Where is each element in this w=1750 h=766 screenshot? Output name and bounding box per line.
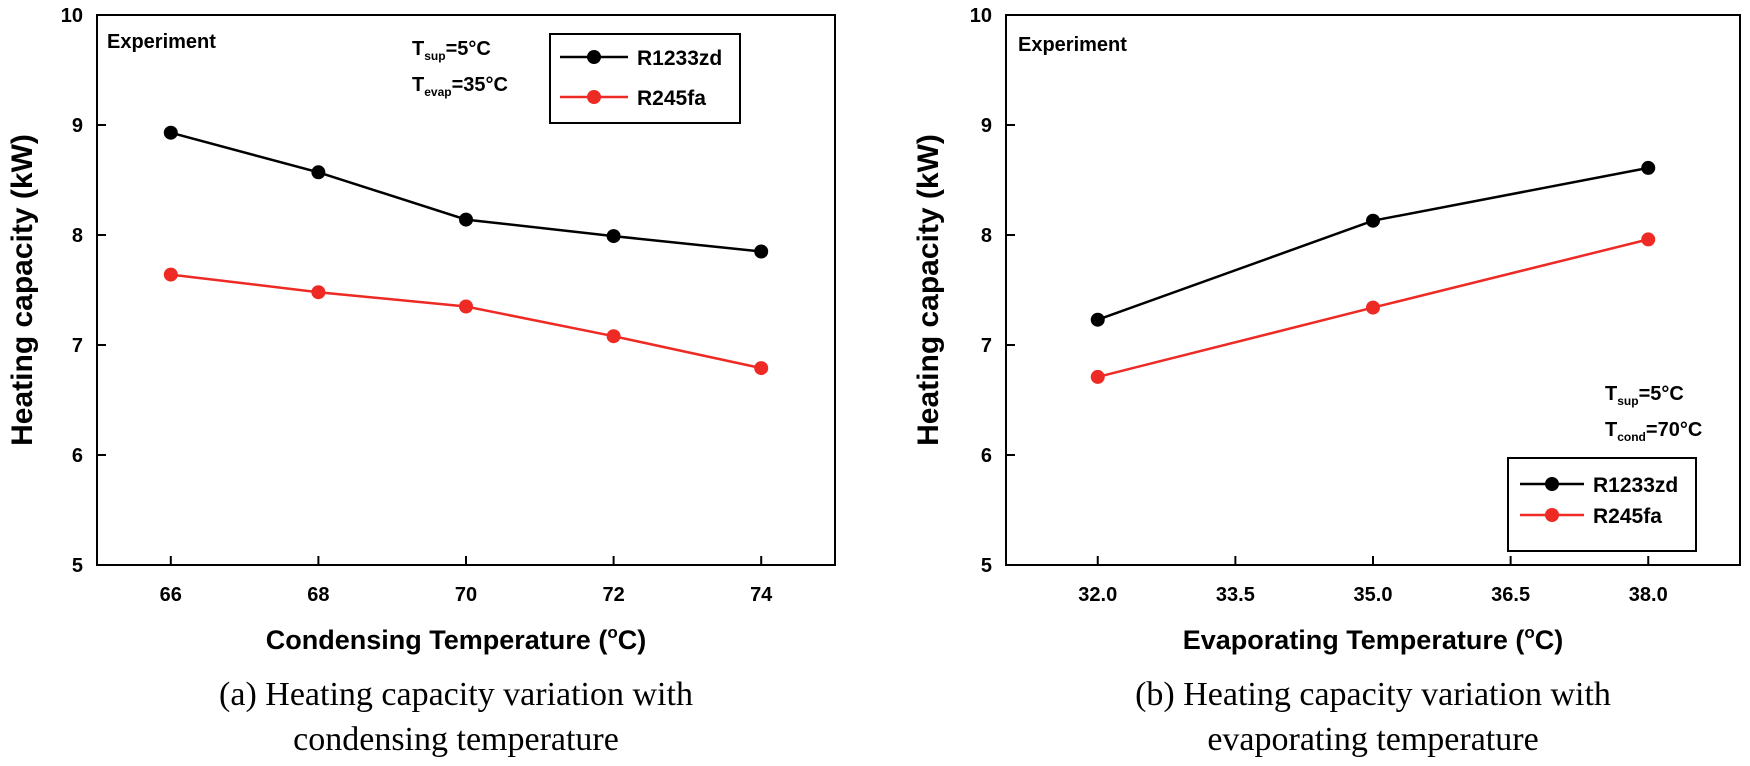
- legend-box-b: [1507, 457, 1697, 552]
- x-tick-label-a-3: 72: [602, 584, 624, 606]
- data-point-r1233zd-a-3: [606, 229, 621, 244]
- x-tick-label-a-1: 68: [307, 584, 329, 606]
- y-tick-label-b-1: 6: [981, 445, 992, 467]
- data-point-r245fa-a-3: [606, 329, 621, 344]
- data-point-r245fa-a-4: [754, 361, 769, 376]
- x-ticks-a: 66 68 70 72 74: [160, 556, 773, 606]
- y-tick-label-a-1: 6: [72, 445, 83, 467]
- legend-box-a: [549, 33, 741, 124]
- x-tick-label-a-2: 70: [455, 584, 477, 606]
- legend-marker-r1233zd-b: [1545, 477, 1559, 491]
- data-point-r1233zd-a-1: [311, 165, 326, 180]
- y-ticks-b: 5 6 7 8 9 10: [970, 5, 1015, 577]
- x-ticks-b: 32.0 33.5 35.0 36.5 38.0: [1078, 556, 1668, 606]
- data-point-r245fa-b-0: [1090, 369, 1105, 384]
- annotation-experiment-b: Experiment: [1018, 34, 1127, 56]
- legend-marker-r245fa-a: [587, 90, 601, 104]
- condition-sup-a: Tsup=5°C: [412, 38, 491, 63]
- y-tick-label-a-0: 5: [72, 555, 83, 577]
- annotation-experiment-a: Experiment: [107, 31, 216, 53]
- data-point-r245fa-a-2: [459, 299, 473, 314]
- x-tick-label-b-0: 32.0: [1078, 584, 1117, 606]
- legend-b: R1233zd R245fa: [1507, 457, 1697, 552]
- data-point-r1233zd-b-2: [1641, 160, 1656, 175]
- data-point-r1233zd-b-1: [1366, 213, 1380, 228]
- condition-sup-b: Tsup=5°C: [1605, 383, 1684, 408]
- x-tick-label-a-4: 74: [750, 584, 773, 606]
- y-ticks-a: 5 6 7 8 9 10: [61, 5, 106, 577]
- y-axis-label-b: Heating capacity (kW): [912, 134, 945, 446]
- series-line-r1233zd-b: [1097, 166, 1649, 321]
- legend-label-r245fa-a: R245fa: [637, 87, 706, 110]
- x-tick-label-b-3: 36.5: [1491, 584, 1530, 606]
- y-tick-label-a-3: 8: [72, 225, 83, 247]
- y-tick-label-a-2: 7: [72, 335, 83, 357]
- y-axis-label-a: Heating capacity (kW): [6, 134, 39, 446]
- y-tick-label-a-5: 10: [61, 5, 83, 27]
- x-tick-label-b-4: 38.0: [1629, 584, 1668, 606]
- legend-label-r1233zd-a: R1233zd: [637, 47, 722, 70]
- x-axis-label-a: Condensing Temperature (oC): [266, 623, 646, 655]
- series-a: [163, 125, 769, 376]
- x-axis-label-b: Evaporating Temperature (oC): [1183, 623, 1563, 655]
- data-point-r1233zd-a-2: [459, 212, 473, 227]
- series-line-r245fa-a: [170, 273, 762, 370]
- legend-a: R1233zd R245fa: [549, 33, 741, 124]
- legend-label-r245fa-b: R245fa: [1593, 505, 1662, 528]
- data-point-r1233zd-b-0: [1090, 312, 1105, 327]
- legend-marker-r1233zd-a: [587, 50, 601, 64]
- caption-b-line-2: evaporating temperature: [1207, 721, 1538, 758]
- y-tick-label-b-3: 8: [981, 225, 992, 247]
- x-tick-label-a-0: 66: [160, 584, 182, 606]
- y-tick-label-b-4: 9: [981, 115, 992, 137]
- series-b: [1090, 160, 1656, 384]
- series-line-r1233zd-a: [170, 131, 762, 253]
- y-tick-label-b-2: 7: [981, 335, 992, 357]
- y-tick-label-b-0: 5: [981, 555, 992, 577]
- caption-b-line-1: (b) Heating capacity variation with: [1135, 676, 1611, 713]
- data-point-r245fa-a-0: [163, 267, 178, 282]
- legend-marker-r245fa-b: [1545, 508, 1559, 522]
- caption-a-line-2: condensing temperature: [293, 721, 619, 758]
- x-tick-label-b-2: 35.0: [1354, 584, 1393, 606]
- condition-evap-a: Tevap=35°C: [412, 74, 508, 99]
- data-point-r245fa-b-2: [1641, 232, 1656, 247]
- y-tick-label-a-4: 9: [72, 115, 83, 137]
- data-point-r245fa-a-1: [311, 285, 326, 300]
- caption-a-line-1: (a) Heating capacity variation with: [219, 676, 693, 713]
- data-point-r1233zd-a-0: [163, 125, 178, 140]
- x-tick-label-b-1: 33.5: [1216, 584, 1255, 606]
- chart-panel-b: 5 6 7 8 9 10 32.0 33.5 35.0 36.5 38.0 Heating cap…: [912, 5, 1741, 655]
- data-point-r1233zd-a-4: [754, 244, 769, 259]
- condition-cond-b: Tcond=70°C: [1605, 419, 1702, 444]
- data-point-r245fa-b-1: [1366, 300, 1380, 315]
- legend-label-r1233zd-b: R1233zd: [1593, 474, 1678, 497]
- y-tick-label-b-5: 10: [970, 5, 992, 27]
- chart-panel-a: 5 6 7 8 9 10 66 68 70 72 74 Heating capacity (kW)…: [6, 5, 836, 655]
